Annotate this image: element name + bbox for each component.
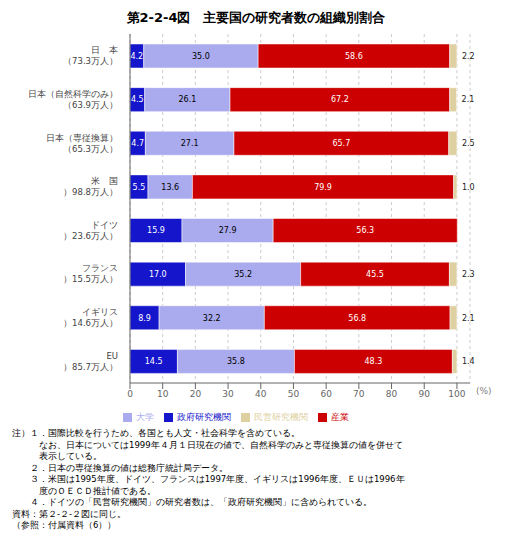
svg-text:1.0: 1.0 [462, 183, 475, 192]
svg-text:27.9: 27.9 [219, 226, 237, 235]
svg-text:日本（自然科学のみ）（63.9万人）: 日本（自然科学のみ）（63.9万人） [28, 89, 118, 110]
svg-text:90: 90 [419, 389, 431, 399]
svg-text:5.5: 5.5 [133, 183, 146, 192]
html-text:政府研究機関: 政府研究機関 [177, 412, 231, 422]
svg-text:0: 0 [127, 389, 133, 399]
svg-text:70: 70 [353, 389, 365, 399]
svg-text:35.0: 35.0 [192, 52, 210, 61]
svg-text:フランス）15.5万人）: フランス）15.5万人） [63, 263, 118, 284]
svg-text:56.3: 56.3 [356, 226, 374, 235]
svg-text:米 国）98.8万人）: 米 国）98.8万人） [63, 176, 118, 197]
svg-text:27.1: 27.1 [181, 139, 199, 148]
svg-text:2.1: 2.1 [462, 314, 475, 323]
svg-text:35.2: 35.2 [234, 270, 252, 279]
svg-text:35.8: 35.8 [227, 357, 245, 366]
svg-text:56.8: 56.8 [348, 314, 366, 323]
svg-text:10: 10 [157, 389, 169, 399]
html-text:産業: 産業 [331, 412, 349, 422]
html-text:大学: 大学 [136, 412, 154, 422]
svg-text:2.2: 2.2 [462, 52, 475, 61]
svg-text:ドイツ）23.6万人）: ドイツ）23.6万人） [63, 220, 118, 241]
svg-text:60: 60 [320, 389, 332, 399]
svg-text:日 本（73.3万人）: 日 本（73.3万人） [63, 45, 118, 66]
html-text:注）１．国際比較を行うため、各国とも人文・社会科学を含めてい: 注）１．国際比較を行うため、各国とも人文・社会科学を含めている。 [12, 428, 300, 438]
svg-text:2.3: 2.3 [462, 270, 475, 279]
svg-text:8.9: 8.9 [138, 314, 151, 323]
html-text:民営研究機関: 民営研究機関 [254, 412, 308, 422]
svg-text:100: 100 [448, 389, 465, 399]
svg-text:4.5: 4.5 [131, 95, 144, 104]
svg-text:79.9: 79.9 [314, 183, 332, 192]
svg-text:2.5: 2.5 [462, 139, 475, 148]
svg-text:48.3: 48.3 [364, 357, 382, 366]
svg-text:50: 50 [288, 389, 300, 399]
html-text:度のＯＥＣＤ推計値である。: 度のＯＥＣＤ推計値である。 [12, 485, 156, 496]
svg-text:45.5: 45.5 [366, 270, 384, 279]
html-text:（参照：付属資料（6））: （参照：付属資料（6）） [12, 520, 117, 530]
html-text:表示している。: 表示している。 [12, 451, 102, 461]
html-text:３．米国は1995年度、ドイツ、フランスは1997年度、イギ: ３．米国は1995年度、ドイツ、フランスは1997年度、イギリスは1996年度、… [12, 474, 405, 484]
svg-text:65.7: 65.7 [332, 139, 350, 148]
svg-text:20: 20 [190, 389, 202, 399]
html-text:資料：第２-２-２図に同じ。: 資料：第２-２-２図に同じ。 [12, 508, 127, 519]
svg-text:58.6: 58.6 [345, 52, 363, 61]
svg-text:17.0: 17.0 [149, 270, 167, 279]
svg-text:32.2: 32.2 [203, 314, 221, 323]
svg-text:EU）85.7万人）: EU）85.7万人） [63, 351, 118, 372]
svg-text:67.2: 67.2 [331, 95, 349, 104]
svg-text:13.6: 13.6 [161, 183, 179, 192]
svg-text:40: 40 [255, 389, 267, 399]
html-text:２．日本の専従換算の値は総務庁統計局データ。: ２．日本の専従換算の値は総務庁統計局データ。 [12, 462, 228, 473]
svg-text:日本（専従換算）（65.3万人）: 日本（専従換算）（65.3万人） [46, 133, 118, 154]
svg-text:26.1: 26.1 [178, 95, 196, 104]
html-text:４．ドイツの「民営研究機関」の研究者数は、「政府研究機関」に: ４．ドイツの「民営研究機関」の研究者数は、「政府研究機関」に含められている。 [12, 497, 372, 507]
svg-text:イギリス）14.6万人）: イギリス）14.6万人） [63, 307, 118, 328]
svg-text:(%): (%) [476, 386, 492, 396]
svg-text:15.9: 15.9 [147, 226, 165, 235]
svg-text:30: 30 [222, 389, 234, 399]
svg-text:2.1: 2.1 [462, 95, 475, 104]
svg-text:80: 80 [386, 389, 398, 399]
svg-text:4.7: 4.7 [131, 139, 144, 148]
svg-text:4.2: 4.2 [130, 52, 143, 61]
svg-text:14.5: 14.5 [145, 357, 163, 366]
svg-text:1.4: 1.4 [462, 357, 475, 366]
html-text:なお、日本については1999年４月１日現在の値で、自然科学の: なお、日本については1999年４月１日現在の値で、自然科学のみと専従換算の値を併… [12, 439, 403, 450]
html-text:第2-2-4図 主要国の研究者数の組織別割合: 第2-2-4図 主要国の研究者数の組織別割合 [126, 10, 386, 25]
